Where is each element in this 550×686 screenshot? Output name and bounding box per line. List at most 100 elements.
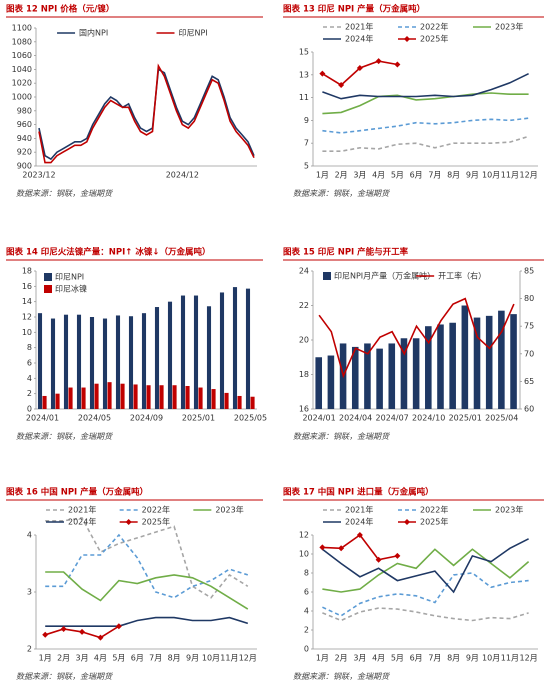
legend-label: 印尼NPI月产量（万金属吨） <box>334 271 435 281</box>
bar <box>42 395 47 409</box>
x-tick-label: 2024/10 <box>412 414 445 423</box>
y-tick-label: 13 <box>299 70 309 79</box>
bar <box>219 292 225 409</box>
bar <box>146 385 151 409</box>
x-tick-label: 4月 <box>94 654 107 663</box>
series-marker <box>338 545 345 552</box>
bar <box>180 295 186 409</box>
bar <box>473 317 481 409</box>
series-marker <box>394 552 401 559</box>
x-tick-label: 5月 <box>391 171 404 180</box>
bar <box>102 318 108 409</box>
x-tick-label: 10月 <box>202 654 220 663</box>
y-tick-label: 5 <box>304 162 309 171</box>
bar <box>206 306 212 409</box>
source-note: 数据来源：钢联，金瑞期货 <box>293 432 390 441</box>
y-tick-label: 22 <box>299 301 309 310</box>
y-tick-label: 940 <box>17 134 32 143</box>
bar <box>245 288 251 409</box>
y-tick-label: 24 <box>299 267 309 276</box>
legend-label: 2022年 <box>420 22 448 32</box>
bar <box>68 387 73 409</box>
x-tick-label: 2025/05 <box>234 414 267 423</box>
y-tick-label: 2 <box>27 389 32 398</box>
y2-tick-label: 75 <box>524 322 534 331</box>
x-tick-label: 6月 <box>410 171 423 180</box>
bar <box>89 317 95 409</box>
bar <box>55 393 60 409</box>
y-tick-label: 0 <box>27 405 32 414</box>
y-tick-label: 15 <box>299 48 309 57</box>
y-tick-label: 1040 <box>12 65 32 74</box>
x-tick-label: 9月 <box>466 654 479 663</box>
y2-tick-label: 85 <box>524 267 534 276</box>
legend-swatch <box>323 272 331 280</box>
legend-label: 2025年 <box>142 517 170 527</box>
series-line <box>322 135 529 152</box>
x-tick-label: 5月 <box>112 654 125 663</box>
legend-label: 国内NPI <box>79 28 108 38</box>
legend-label: 2025年 <box>420 34 448 44</box>
y-tick-label: 1080 <box>12 37 32 46</box>
x-tick-label: 7月 <box>428 654 441 663</box>
bar <box>50 318 56 409</box>
y-tick-label: 16 <box>22 282 32 291</box>
x-tick-label: 2025/04 <box>485 414 518 423</box>
bar <box>449 322 456 409</box>
x-tick-label: 2月 <box>57 654 70 663</box>
source-note: 数据来源：钢联，金瑞期货 <box>16 672 113 681</box>
y-tick-label: 18 <box>299 370 309 379</box>
y-tick-label: 980 <box>17 106 32 115</box>
x-tick-label: 11月 <box>220 654 238 663</box>
series-marker <box>375 58 382 65</box>
x-tick-label: 2023/12 <box>22 171 55 180</box>
series-marker <box>97 634 104 641</box>
bar <box>115 315 121 409</box>
y-tick-label: 16 <box>299 405 309 414</box>
y-tick-label: 4 <box>27 531 32 540</box>
x-tick-label: 9月 <box>466 171 479 180</box>
x-tick-label: 5月 <box>391 654 404 663</box>
x-tick-label: 2月 <box>335 171 348 180</box>
bar <box>120 383 125 409</box>
x-tick-label: 10月 <box>482 654 500 663</box>
bar <box>425 326 432 409</box>
series-line <box>322 117 529 134</box>
series-line <box>45 517 249 599</box>
y-tick-label: 1060 <box>12 51 32 60</box>
series-marker <box>42 631 49 638</box>
bar <box>159 385 164 409</box>
series-line <box>322 548 530 593</box>
legend-label: 2024年 <box>345 34 373 44</box>
series-marker <box>60 626 67 633</box>
x-tick-label: 6月 <box>131 654 144 663</box>
y-tick-label: 10 <box>22 328 32 337</box>
series-line <box>321 538 529 594</box>
x-tick-label: 10月 <box>482 171 500 180</box>
series-marker <box>319 70 326 77</box>
y-tick-label: 14 <box>22 297 32 306</box>
x-tick-label: 7月 <box>428 171 441 180</box>
x-tick-label: 3月 <box>75 654 88 663</box>
y-tick-label: 6 <box>304 588 309 597</box>
x-tick-label: 1月 <box>316 171 329 180</box>
y-tick-label: 1000 <box>12 93 32 102</box>
legend-label: 2023年 <box>215 505 243 515</box>
legend-label: 2024年 <box>68 517 96 527</box>
panel-title: 图表 14 印尼火法镍产量：NPI↑ 冰镍↓（万金属吨） <box>6 247 210 258</box>
x-tick-label: 2024/09 <box>130 414 163 423</box>
x-tick-label: 3月 <box>353 171 366 180</box>
legend-label: 印尼NPI <box>179 29 208 38</box>
x-tick-label: 2024/12 <box>166 171 199 180</box>
legend-label: 2022年 <box>420 505 448 515</box>
legend-label: 2024年 <box>345 517 373 527</box>
x-tick-label: 2024/07 <box>376 414 409 423</box>
x-tick-label: 9月 <box>186 654 199 663</box>
bar <box>412 338 420 409</box>
legend-label: 2025年 <box>420 517 448 527</box>
legend-label: 2023年 <box>495 505 523 515</box>
series-line <box>322 607 529 622</box>
y-tick-label: 8 <box>27 343 32 352</box>
panel-title: 图表 17 中国 NPI 进口量（万金属吨） <box>283 487 434 498</box>
x-tick-label: 2月 <box>335 654 348 663</box>
